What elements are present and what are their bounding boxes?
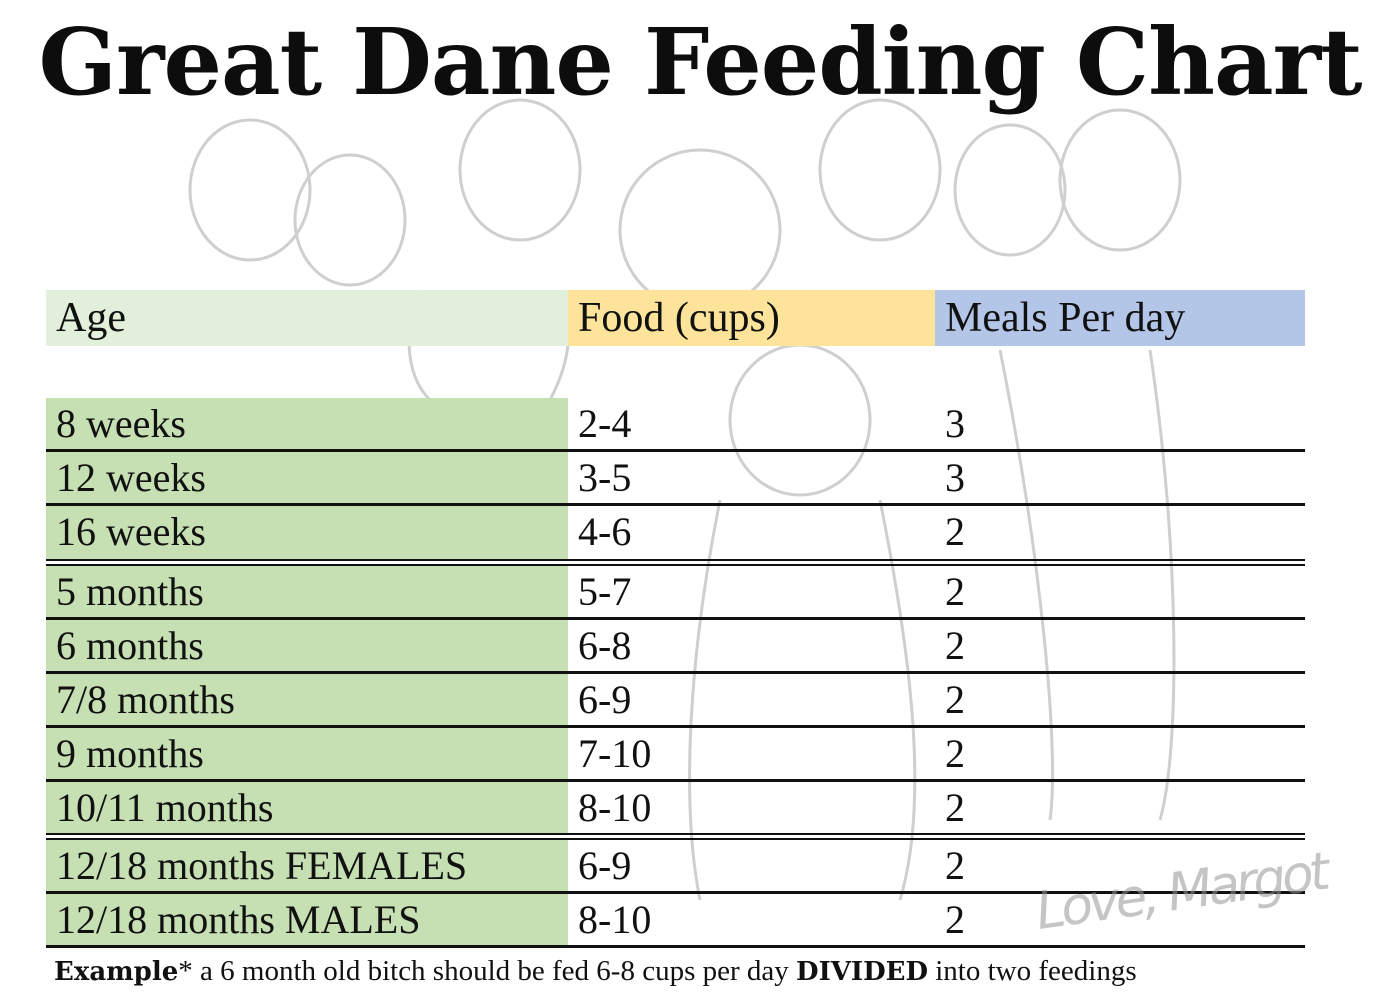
age-cell: 12 weeks [46,452,568,503]
meals-cell: 3 [945,455,965,500]
age-cell: 10/11 months [46,782,568,833]
table-row: 12/18 months MALES 8-10 2 [46,894,1305,948]
table-row: 5 months 5-7 2 [46,566,1305,620]
table-row: 8 weeks 2-4 3 [46,398,1305,452]
table-row: 7/8 months 6-9 2 [46,674,1305,728]
meals-cell: 2 [945,677,965,722]
meals-cell: 2 [945,731,965,776]
age-cell: 16 weeks [46,506,568,559]
food-cell: 6-9 [578,843,632,888]
table-row: 12/18 months FEMALES 6-9 2 [46,840,1305,894]
page-title: Great Dane Feeding Chart [38,8,1362,116]
table-row: 16 weeks 4-6 2 [46,506,1305,566]
food-cell: 8-10 [578,897,652,942]
header-food: Food (cups) [568,290,935,346]
food-cell: 6-8 [578,623,632,668]
header-meals: Meals Per day [935,290,1305,346]
age-cell: 8 weeks [46,398,568,449]
table-row: 10/11 months 8-10 2 [46,782,1305,840]
meals-cell: 2 [945,509,965,554]
meals-cell: 2 [945,569,965,614]
meals-cell: 2 [945,897,965,942]
note-bold-example: Example [54,957,179,987]
food-cell: 2-4 [578,401,632,446]
age-cell: 12/18 months FEMALES [46,840,568,891]
age-cell: 12/18 months MALES [46,894,568,945]
table-row: 9 months 7-10 2 [46,728,1305,782]
note-text-2: into two feedings [928,955,1137,987]
food-cell: 4-6 [578,509,632,554]
note-bold-divided: DIVIDED [796,957,928,987]
meals-cell: 2 [945,843,965,888]
example-note: Example* a 6 month old bitch should be f… [54,955,1137,988]
food-cell: 8-10 [578,785,652,830]
meals-cell: 2 [945,623,965,668]
header-age: Age [46,290,568,346]
age-cell: 9 months [46,728,568,779]
age-cell: 6 months [46,620,568,671]
age-cell: 5 months [46,566,568,617]
food-cell: 3-5 [578,455,632,500]
table-row: 12 weeks 3-5 3 [46,452,1305,506]
food-cell: 5-7 [578,569,632,614]
table-row: 6 months 6-8 2 [46,620,1305,674]
food-cell: 6-9 [578,677,632,722]
note-text-1: * a 6 month old bitch should be fed 6-8 … [178,955,797,987]
meals-cell: 2 [945,785,965,830]
age-cell: 7/8 months [46,674,568,725]
food-cell: 7-10 [578,731,652,776]
meals-cell: 3 [945,401,965,446]
